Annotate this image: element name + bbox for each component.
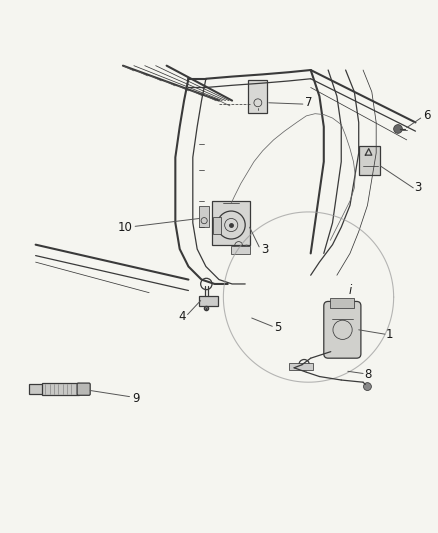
Text: 10: 10: [118, 221, 133, 233]
Bar: [231, 246, 250, 254]
Text: i: i: [348, 284, 352, 297]
FancyBboxPatch shape: [324, 302, 361, 358]
FancyBboxPatch shape: [248, 79, 268, 113]
Bar: [29, 384, 43, 394]
Bar: [359, 147, 380, 175]
Text: 3: 3: [414, 181, 421, 195]
Bar: [199, 206, 209, 227]
Circle shape: [364, 383, 371, 391]
Bar: [330, 298, 354, 308]
Text: 7: 7: [305, 96, 312, 109]
Circle shape: [244, 245, 250, 251]
Bar: [213, 217, 221, 234]
Text: 6: 6: [423, 109, 430, 123]
Text: 5: 5: [274, 321, 282, 334]
Bar: [289, 362, 313, 370]
Text: 4: 4: [178, 310, 186, 323]
Text: 3: 3: [261, 243, 268, 255]
Circle shape: [394, 125, 403, 133]
Text: 9: 9: [132, 392, 140, 405]
Text: 8: 8: [364, 368, 371, 381]
Text: 1: 1: [385, 328, 393, 341]
FancyBboxPatch shape: [77, 383, 90, 395]
Bar: [42, 383, 79, 395]
FancyBboxPatch shape: [212, 201, 250, 245]
Bar: [199, 296, 218, 306]
